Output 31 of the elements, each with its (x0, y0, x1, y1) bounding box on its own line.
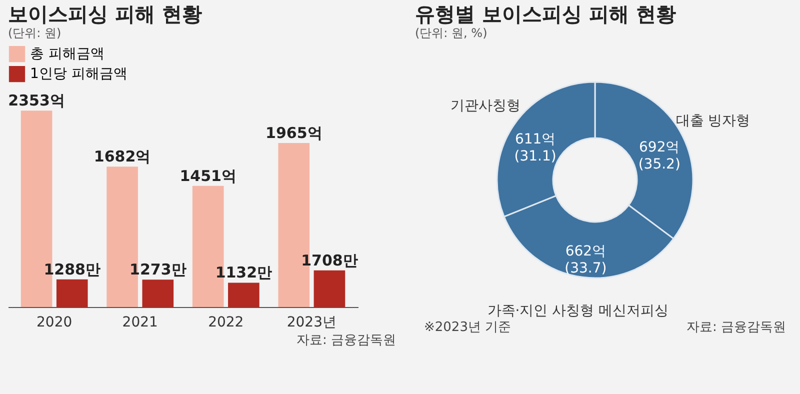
text: 자료: 금융감독원 (296, 332, 396, 349)
data-label: 662억 (33.7) (564, 243, 607, 276)
data-label: 1965억 (266, 124, 322, 142)
chart-title: 보이스피싱 피해 현황 (8, 2, 202, 26)
x-tick-label: 2022 (208, 314, 244, 330)
chart-subtitle: (단위: 원) (8, 26, 62, 40)
data-label: 692억 (35.2) (638, 140, 680, 173)
data-label: 1708만 (301, 251, 358, 270)
data-label: 1132만 (215, 264, 272, 282)
bar (142, 280, 174, 307)
text: ※2023년 기준 (424, 319, 512, 336)
data-label: 2353억 (8, 92, 65, 110)
x-tick-label: 2021 (122, 314, 158, 330)
bar (314, 270, 346, 307)
data-label: 1273만 (130, 260, 186, 279)
chart-subtitle: (단위: 원, %) (415, 26, 488, 40)
data-label: 1288만 (44, 260, 100, 278)
legend-label: 총 피해금액 (30, 46, 104, 62)
text: 자료: 금융감독원 (686, 319, 786, 336)
slice-label: 가족·지인 사칭형 메신저피싱 (487, 302, 669, 319)
x-tick-label: 2020 (36, 314, 72, 330)
slice-label: 기관사칭형 (450, 98, 521, 114)
slice-label: 대출 빙자형 (676, 112, 750, 129)
data-label: 1451억 (180, 166, 236, 185)
chart-title: 유형별 보이스피싱 피해 현황 (415, 2, 676, 26)
data-label: 611억 (31.1) (514, 132, 556, 165)
bar (56, 279, 88, 307)
x-tick-label: 2023년 (286, 314, 336, 330)
bar (228, 282, 260, 307)
legend-label: 1인당 피해금액 (30, 66, 128, 82)
data-label: 1682억 (94, 148, 151, 166)
